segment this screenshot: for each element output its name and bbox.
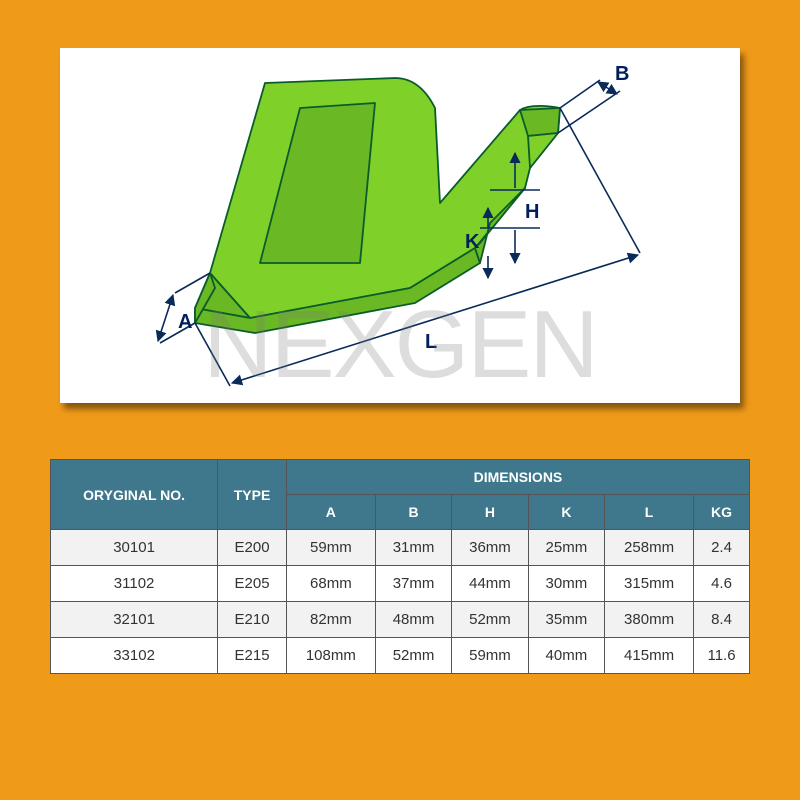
cell-B: 52mm	[375, 638, 451, 674]
dimensions-table: ORYGINAL NO. TYPE DIMENSIONS A B H K L K…	[50, 459, 750, 674]
cell-A: 108mm	[286, 638, 375, 674]
cell-no: 33102	[51, 638, 218, 674]
cell-type: E200	[218, 530, 287, 566]
table-row: 31102 E205 68mm 37mm 44mm 30mm 315mm 4.6	[51, 566, 750, 602]
table-row: 32101 E210 82mm 48mm 52mm 35mm 380mm 8.4	[51, 602, 750, 638]
dim-label-A: A	[178, 311, 192, 333]
cell-no: 32101	[51, 602, 218, 638]
col-KG: KG	[694, 495, 750, 530]
cell-K: 25mm	[528, 530, 604, 566]
cell-H: 59mm	[452, 638, 528, 674]
cell-A: 68mm	[286, 566, 375, 602]
cell-no: 30101	[51, 530, 218, 566]
dim-label-K: K	[465, 231, 480, 253]
dim-label-B: B	[615, 63, 629, 85]
cell-K: 30mm	[528, 566, 604, 602]
col-B: B	[375, 495, 451, 530]
col-L: L	[605, 495, 694, 530]
col-K: K	[528, 495, 604, 530]
cell-A: 82mm	[286, 602, 375, 638]
cell-K: 35mm	[528, 602, 604, 638]
cell-KG: 4.6	[694, 566, 750, 602]
cell-type: E205	[218, 566, 287, 602]
cell-B: 37mm	[375, 566, 451, 602]
cell-L: 380mm	[605, 602, 694, 638]
cell-type: E215	[218, 638, 287, 674]
dim-label-L: L	[425, 331, 437, 353]
cell-L: 315mm	[605, 566, 694, 602]
cell-type: E210	[218, 602, 287, 638]
cell-KG: 2.4	[694, 530, 750, 566]
cell-L: 415mm	[605, 638, 694, 674]
col-type: TYPE	[218, 460, 287, 530]
cell-no: 31102	[51, 566, 218, 602]
cell-K: 40mm	[528, 638, 604, 674]
cell-KG: 11.6	[694, 638, 750, 674]
col-dimensions: DIMENSIONS	[286, 460, 749, 495]
cell-H: 44mm	[452, 566, 528, 602]
col-H: H	[452, 495, 528, 530]
cell-H: 36mm	[452, 530, 528, 566]
cell-B: 31mm	[375, 530, 451, 566]
col-original-no: ORYGINAL NO.	[51, 460, 218, 530]
dim-label-H: H	[525, 201, 539, 223]
col-A: A	[286, 495, 375, 530]
cell-H: 52mm	[452, 602, 528, 638]
cell-A: 59mm	[286, 530, 375, 566]
diagram-panel: A L B H K	[60, 48, 740, 403]
tooth-diagram: A L B H K	[60, 48, 740, 403]
table-row: 33102 E215 108mm 52mm 59mm 40mm 415mm 11…	[51, 638, 750, 674]
table-row: 30101 E200 59mm 31mm 36mm 25mm 258mm 2.4	[51, 530, 750, 566]
cell-KG: 8.4	[694, 602, 750, 638]
cell-B: 48mm	[375, 602, 451, 638]
cell-L: 258mm	[605, 530, 694, 566]
